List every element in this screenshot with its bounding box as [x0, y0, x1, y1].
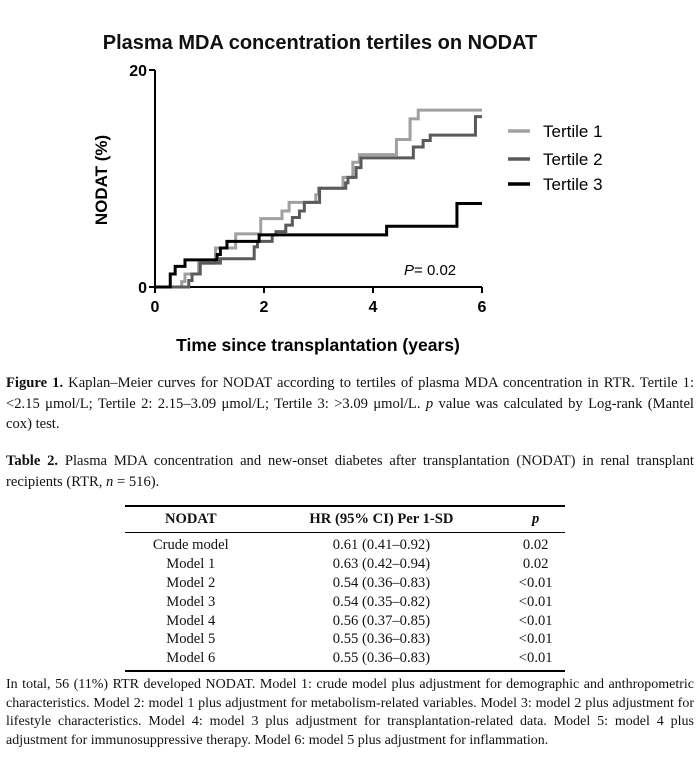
p-cell: 0.02 — [522, 537, 549, 554]
p-value: = 0.02 — [414, 262, 456, 279]
legend-label-1: Tertile 1 — [543, 122, 603, 141]
x-axis-label: Time since transplantation (years) — [176, 335, 460, 355]
y-axis-label: NODAT (%) — [92, 135, 111, 225]
figure-caption-end: value was calculated by Log-rank (Mantel… — [6, 395, 694, 433]
series-line-2 — [155, 115, 482, 289]
p-cell: <0.01 — [518, 631, 553, 648]
header-hr: HR (95% CI) Per 1-SD — [256, 505, 507, 533]
model-cell: Model 5 — [166, 631, 216, 648]
table-row: Model 4 0.56 (0.37–0.85) <0.01 — [125, 611, 565, 630]
figure-caption: Figure 1. Kaplan–Meier curves for NODAT … — [6, 373, 694, 435]
chart-title: Plasma MDA concentration tertiles on NOD… — [102, 32, 538, 54]
table-caption-n: n — [106, 473, 114, 490]
header-nodat: NODAT — [125, 505, 257, 533]
header-p-text: p — [532, 511, 540, 527]
hr-cell: 0.56 (0.37–0.85) — [332, 612, 431, 629]
y-tick-label: 20 — [129, 63, 147, 80]
p-cell: <0.01 — [518, 612, 553, 629]
hr-cell: 0.63 (0.42–0.94) — [332, 556, 431, 573]
model-cell: Model 3 — [166, 593, 216, 610]
table-caption: Table 2. Plasma MDA concentration and ne… — [6, 451, 694, 492]
table-row: Crude model 0.61 (0.41–0.92) 0.02 — [125, 533, 565, 555]
p-value-annotation: P= 0.02 — [404, 262, 456, 279]
figure-label: Figure 1. — [6, 375, 64, 391]
table-row: Model 6 0.55 (0.36–0.83) <0.01 — [125, 648, 565, 672]
model-cell: Model 6 — [125, 648, 257, 672]
table-row: Model 1 0.63 (0.42–0.94) 0.02 — [125, 555, 565, 574]
table-caption-end: = 516). — [113, 473, 160, 490]
series-line-1 — [155, 108, 482, 289]
p-cell: <0.01 — [518, 574, 553, 591]
p-cell: 0.02 — [522, 556, 549, 573]
p-cell: <0.01 — [506, 648, 565, 672]
series-line-3 — [155, 201, 482, 289]
legend-label-2: Tertile 2 — [543, 150, 603, 169]
table-row: Model 2 0.54 (0.36–0.83) <0.01 — [125, 574, 565, 593]
x-tick-label: 6 — [478, 299, 487, 316]
model-cell: Crude model — [152, 537, 229, 554]
figure-caption-text: Kaplan–Meier curves for NODAT according … — [6, 375, 694, 412]
x-tick-label: 0 — [151, 299, 160, 316]
km-chart: 0 2 4 6 0 20 NODAT (%) Time since transplantati… — [92, 63, 603, 355]
table-footnote: In total, 56 (11%) RTR developed NODAT. … — [6, 677, 694, 748]
p-label: P — [404, 262, 414, 279]
table-header-row: NODAT HR (95% CI) Per 1-SD p — [125, 505, 565, 533]
results-table: NODAT HR (95% CI) Per 1-SD p Crude model… — [125, 505, 565, 672]
figure-caption-p: p — [425, 395, 434, 412]
legend-label-3: Tertile 3 — [543, 175, 603, 194]
hr-cell: 0.55 (0.36–0.83) — [256, 648, 507, 672]
table-row: Model 5 0.55 (0.36–0.83) <0.01 — [125, 630, 565, 649]
model-cell: Model 1 — [166, 556, 216, 573]
y-tick-label: 0 — [138, 280, 147, 297]
hr-cell: 0.61 (0.41–0.92) — [332, 537, 431, 554]
x-tick-label: 2 — [260, 299, 269, 316]
hr-cell: 0.54 (0.35–0.82) — [332, 593, 431, 610]
table-label: Table 2. — [6, 453, 59, 469]
table-caption-text: Plasma MDA concentration and new-onset d… — [6, 453, 694, 490]
model-cell: Model 2 — [166, 574, 216, 591]
hr-cell: 0.54 (0.36–0.83) — [332, 574, 431, 591]
model-cell: Model 4 — [166, 612, 216, 629]
table-row: Model 3 0.54 (0.35–0.82) <0.01 — [125, 592, 565, 611]
x-tick-label: 4 — [369, 299, 378, 316]
header-p: p — [506, 505, 565, 533]
hr-cell: 0.55 (0.36–0.83) — [332, 631, 431, 648]
p-cell: <0.01 — [518, 593, 553, 610]
